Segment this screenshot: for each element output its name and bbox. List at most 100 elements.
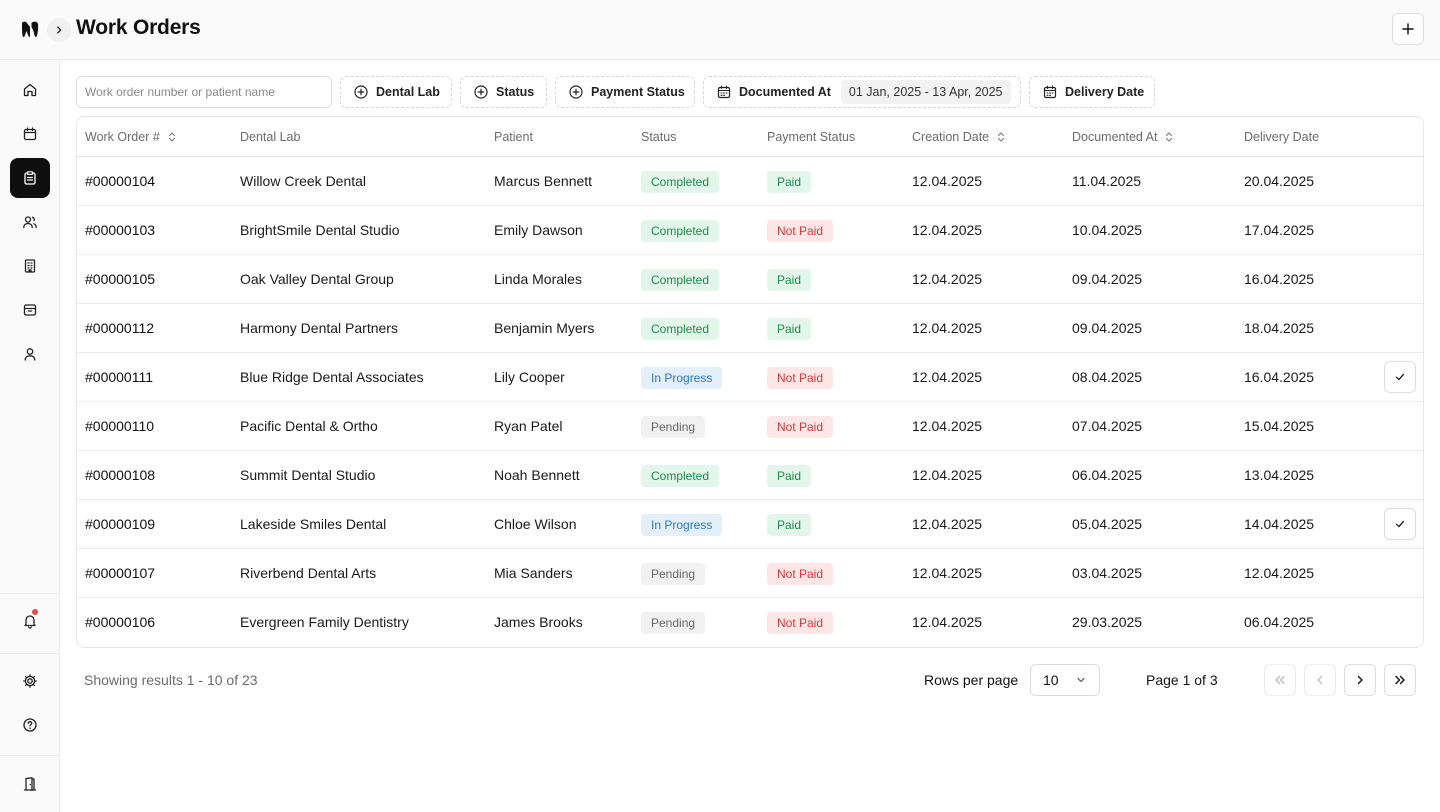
creation-date: 12.04.2025 [912,418,983,434]
table-row[interactable]: #00000110 Pacific Dental & Ortho Ryan Pate… [77,402,1423,451]
work-order-number[interactable]: #00000108 [85,467,156,483]
status-filter-label: Status [496,85,535,99]
column-header-status: Status [641,130,677,144]
status-badge: Pending [641,612,706,634]
work-order-number[interactable]: #00000111 [85,369,153,385]
plus-icon [1402,23,1414,35]
dental-lab-name: Riverbend Dental Arts [240,565,377,581]
delivery-date-filter-label: Delivery Date [1065,85,1145,99]
table-row[interactable]: #00000109 Lakeside Smiles Dental Chloe Wil… [77,500,1423,549]
work-order-number[interactable]: #00000110 [85,418,155,434]
table-row[interactable]: #00000112 Harmony Dental Partners Benjamin… [77,304,1423,353]
users-icon [23,216,37,229]
documented-at-date: 29.03.2025 [1072,614,1143,630]
payment-status-badge: Paid [767,318,812,340]
delivery-date: 16.04.2025 [1244,271,1315,287]
first-page-button[interactable] [1264,664,1296,696]
status-badge: Pending [641,563,706,585]
delivery-date: 12.04.2025 [1244,565,1315,581]
row-check-button[interactable] [1384,508,1416,540]
table-row[interactable]: #00000103 BrightSmile Dental Studio Emily … [77,206,1423,255]
work-order-number[interactable]: #00000112 [85,320,155,336]
sidebar-item-calendar[interactable] [10,114,50,154]
documented-at-filter[interactable]: Documented At 01 Jan, 2025 - 13 Apr, 202… [703,76,1021,108]
row-check-button[interactable] [1384,361,1416,393]
sidebar-expand-button[interactable] [47,18,71,42]
building-icon [24,259,36,273]
payment-status-filter[interactable]: Payment Status [555,76,695,108]
table-row[interactable]: #00000105 Oak Valley Dental Group Linda Mo… [77,255,1423,304]
sidebar-item-inbox[interactable] [10,290,50,330]
documented-at-date: 08.04.2025 [1072,369,1143,385]
sidebar [0,60,60,812]
documented-at-date: 10.04.2025 [1072,222,1143,238]
documented-at-date: 05.04.2025 [1072,516,1143,532]
sidebar-item-help[interactable] [10,705,50,745]
rows-per-page-select[interactable]: 10 [1030,664,1100,696]
work-order-number[interactable]: #00000109 [85,516,156,532]
creation-date: 12.04.2025 [912,516,983,532]
sidebar-item-settings[interactable] [10,661,50,701]
check-icon [1395,373,1405,381]
sidebar-item-logout[interactable] [10,764,50,804]
payment-status-badge: Not Paid [767,367,834,389]
sidebar-item-profile[interactable] [10,334,50,374]
work-order-number[interactable]: #00000105 [85,271,156,287]
previous-page-button[interactable] [1304,664,1336,696]
check-icon [1395,520,1405,528]
dental-lab-name: Blue Ridge Dental Associates [240,369,424,385]
status-badge: Completed [641,220,720,242]
work-order-number[interactable]: #00000104 [85,173,156,189]
table-row[interactable]: #00000108 Summit Dental Studio Noah Bennet… [77,451,1423,500]
table-row[interactable]: #00000111 Blue Ridge Dental Associates Lil… [77,353,1423,402]
door-icon [23,777,37,792]
sidebar-item-work-orders[interactable] [10,158,50,198]
status-badge: Completed [641,171,720,193]
add-work-order-button[interactable] [1392,13,1424,45]
table-row[interactable]: #00000107 Riverbend Dental Arts Mia Sander… [77,549,1423,598]
column-header-documented-at[interactable]: Documented At [1072,130,1174,144]
delivery-date: 17.04.2025 [1244,222,1315,238]
sidebar-divider [0,653,59,654]
calendar-icon [1043,85,1057,99]
delivery-date: 13.04.2025 [1244,467,1315,483]
sidebar-item-home[interactable] [10,70,50,110]
dental-lab-filter[interactable]: Dental Lab [340,76,452,108]
patient-name: Mia Sanders [494,565,573,581]
sidebar-item-buildings[interactable] [10,246,50,286]
table-header: Work Order # Dental Lab Patient Status P… [77,117,1423,157]
bell-icon [24,615,36,629]
column-header-patient: Patient [494,130,533,144]
work-order-number[interactable]: #00000107 [85,565,156,581]
delivery-date-filter[interactable]: Delivery Date [1029,76,1155,108]
dental-lab-name: Summit Dental Studio [240,467,376,483]
status-filter[interactable]: Status [460,76,547,108]
table-row[interactable]: #00000104 Willow Creek Dental Marcus Benne… [77,157,1423,206]
sidebar-item-notifications[interactable] [10,601,50,641]
documented-at-date: 07.04.2025 [1072,418,1143,434]
creation-date: 12.04.2025 [912,173,983,189]
status-badge: Completed [641,465,720,487]
rows-per-page-value: 10 [1043,672,1059,688]
last-page-button[interactable] [1384,664,1416,696]
work-order-number[interactable]: #00000103 [85,222,156,238]
chevrons-right-icon [1395,675,1405,685]
sidebar-divider [0,593,59,594]
creation-date: 12.04.2025 [912,614,983,630]
archive-icon [23,304,37,316]
column-header-work-order[interactable]: Work Order # [85,130,177,144]
sidebar-item-users[interactable] [10,202,50,242]
search-input[interactable] [76,76,332,108]
tooth-logo-icon[interactable] [19,19,41,41]
notification-dot [32,609,38,615]
documented-at-range-chip: 01 Jan, 2025 - 13 Apr, 2025 [840,80,1011,104]
patient-name: Emily Dawson [494,222,583,238]
work-order-number[interactable]: #00000106 [85,614,156,630]
sort-icon [998,132,1005,142]
gear-icon [23,674,37,688]
column-header-creation-date[interactable]: Creation Date [912,130,1006,144]
next-page-button[interactable] [1344,664,1376,696]
dental-lab-name: Lakeside Smiles Dental [240,516,387,532]
patient-name: Noah Bennett [494,467,580,483]
table-row[interactable]: #00000106 Evergreen Family Dentistry James… [77,598,1423,647]
